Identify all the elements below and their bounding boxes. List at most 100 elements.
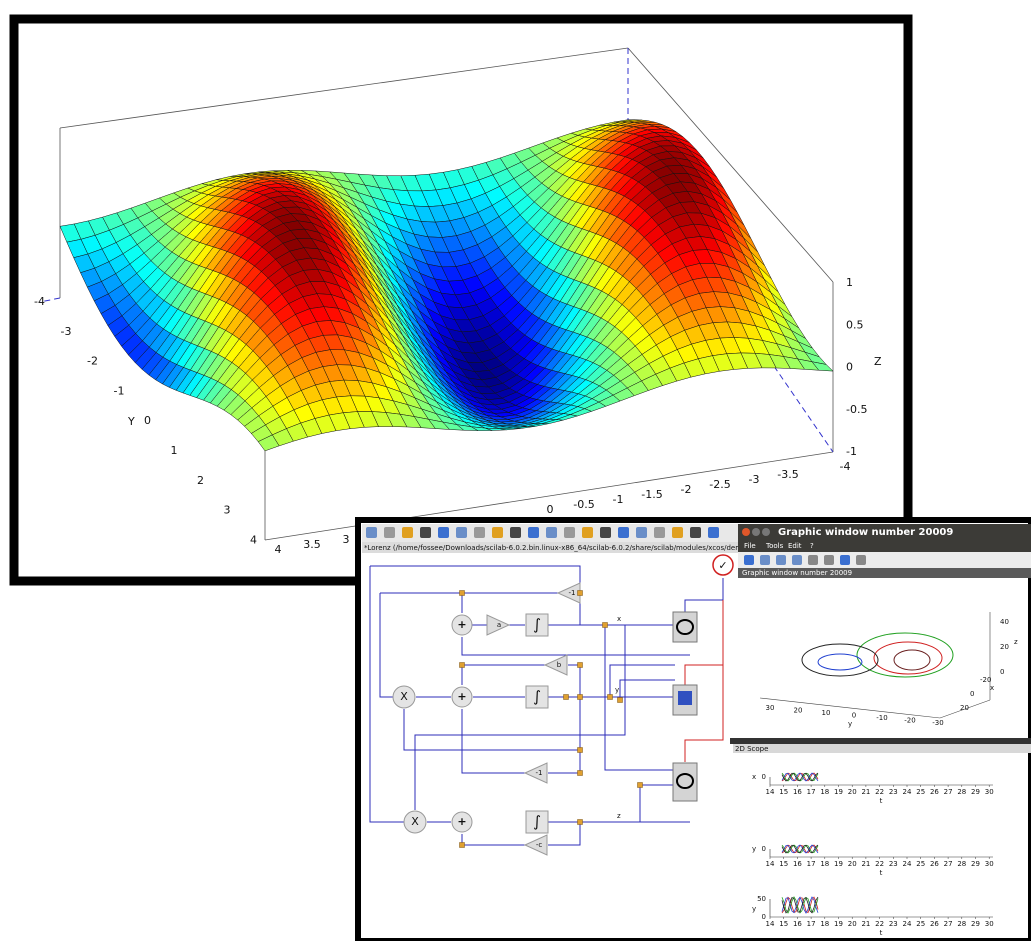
close-button[interactable] <box>742 528 750 536</box>
menu-item[interactable]: Edit <box>788 542 802 550</box>
toolbar-icon[interactable] <box>672 527 683 538</box>
toolbar-icon[interactable] <box>564 527 575 538</box>
gw-subtitle: Graphic window number 20009 <box>742 569 852 577</box>
toolbar-icon[interactable] <box>510 527 521 538</box>
sum-block <box>451 811 473 833</box>
scope-trace <box>781 844 819 854</box>
gain-label: -c <box>536 841 543 849</box>
x-tick-label: 26 <box>930 860 939 868</box>
x-tick-label: 19 <box>834 920 843 928</box>
toolbar-icon[interactable] <box>776 555 786 565</box>
link <box>379 593 393 698</box>
toolbar-icon[interactable] <box>744 555 754 565</box>
x-tick-label: 24 <box>903 788 912 796</box>
link-split <box>617 697 623 703</box>
xcos-toolbar-icons <box>366 527 719 538</box>
x-tick-label: 25 <box>916 788 925 796</box>
toolbar-icon[interactable] <box>546 527 557 538</box>
toolbar-icon[interactable] <box>366 527 377 538</box>
minimize-button[interactable] <box>752 528 760 536</box>
gw-titlebar <box>738 524 1031 540</box>
menu-item[interactable]: Tools <box>765 542 784 550</box>
scope-trace <box>781 772 819 782</box>
toolbar-icon[interactable] <box>856 555 866 565</box>
x-tick-label: 16 <box>793 860 802 868</box>
toolbar-icon[interactable] <box>402 527 413 538</box>
x-axis-label: t <box>880 797 883 805</box>
toolbar-icon[interactable] <box>528 527 539 538</box>
xcos-title: *Lorenz (/home/fossee/Downloads/scilab-6… <box>364 544 808 552</box>
y-tick-label: 3 <box>224 504 231 517</box>
x-tick-label: 15 <box>779 860 788 868</box>
x-axis-label: t <box>880 869 883 877</box>
x-tick-label: 3 <box>343 533 350 546</box>
x-tick-label: 26 <box>930 788 939 796</box>
toolbar-icon[interactable] <box>420 527 431 538</box>
menu-item[interactable]: File <box>744 542 756 550</box>
y-tick-label: -30 <box>932 719 943 727</box>
toolbar-icon[interactable] <box>708 527 719 538</box>
toolbar-icon[interactable] <box>582 527 593 538</box>
x-tick-label: 24 <box>903 860 912 868</box>
x-tick-label: 19 <box>834 788 843 796</box>
clock-link <box>684 600 724 688</box>
toolbar-icon[interactable] <box>824 555 834 565</box>
toolbar-icon[interactable] <box>492 527 503 538</box>
maximize-button[interactable] <box>762 528 770 536</box>
toolbar-icon[interactable] <box>654 527 665 538</box>
y-tick-label: 0 <box>144 414 151 427</box>
link <box>609 664 675 697</box>
toolbar-icon[interactable] <box>456 527 467 538</box>
x-tick-label: -2.5 <box>709 478 730 491</box>
x-tick-label: -0.5 <box>573 498 594 511</box>
y-axis-label: y <box>848 720 852 728</box>
x-tick-label: 16 <box>793 788 802 796</box>
scope-trace <box>781 772 819 782</box>
axis-dash <box>39 297 61 303</box>
toolbar-icon[interactable] <box>792 555 802 565</box>
toolbar-icon[interactable] <box>808 555 818 565</box>
toolbar-icon[interactable] <box>636 527 647 538</box>
scope-title: 2D Scope <box>735 745 768 753</box>
scope-trace <box>781 844 819 854</box>
x-tick-label: 21 <box>861 860 870 868</box>
y-tick-label: 1 <box>171 444 178 457</box>
clock-link <box>684 578 724 615</box>
toolbar-icon[interactable] <box>438 527 449 538</box>
y-tick-label: 10 <box>822 709 831 717</box>
sum-sign: + <box>457 618 466 631</box>
x-tick-label: 14 <box>766 788 775 796</box>
toolbar-icon[interactable] <box>618 527 629 538</box>
z-axis-label: Z <box>874 355 882 368</box>
y-tick-label: 0 <box>762 845 766 853</box>
toolbar-icon[interactable] <box>384 527 395 538</box>
scope-screen <box>678 691 692 705</box>
toolbar-icon[interactable] <box>600 527 611 538</box>
x-tick-label: 14 <box>766 860 775 868</box>
x-tick-label: 27 <box>944 788 953 796</box>
x-tick-label: 24 <box>903 920 912 928</box>
link-split <box>577 747 583 753</box>
link <box>604 625 690 771</box>
z-tick-label: 0 <box>1000 668 1004 676</box>
toolbar-icon[interactable] <box>840 555 850 565</box>
toolbar-icon[interactable] <box>760 555 770 565</box>
x-tick-label: 18 <box>820 788 829 796</box>
y-tick-label: 50 <box>757 895 766 903</box>
x-tick-label: 27 <box>944 860 953 868</box>
menu-item[interactable]: ? <box>810 542 814 550</box>
toolbar-icon[interactable] <box>474 527 485 538</box>
z-tick-label: 20 <box>1000 643 1009 651</box>
y-axis-label: Y <box>127 415 135 428</box>
link-split <box>602 622 608 628</box>
x-tick-label: 18 <box>820 920 829 928</box>
box-edge <box>59 47 629 129</box>
integrator-block <box>525 685 549 709</box>
x-tick-label: 23 <box>889 920 898 928</box>
x-tick-label: 29 <box>971 860 980 868</box>
toolbar-icon[interactable] <box>690 527 701 538</box>
link-split <box>459 662 465 668</box>
link-split <box>577 590 583 596</box>
sum-block <box>451 614 473 636</box>
y-tick-label: -3 <box>61 325 72 338</box>
